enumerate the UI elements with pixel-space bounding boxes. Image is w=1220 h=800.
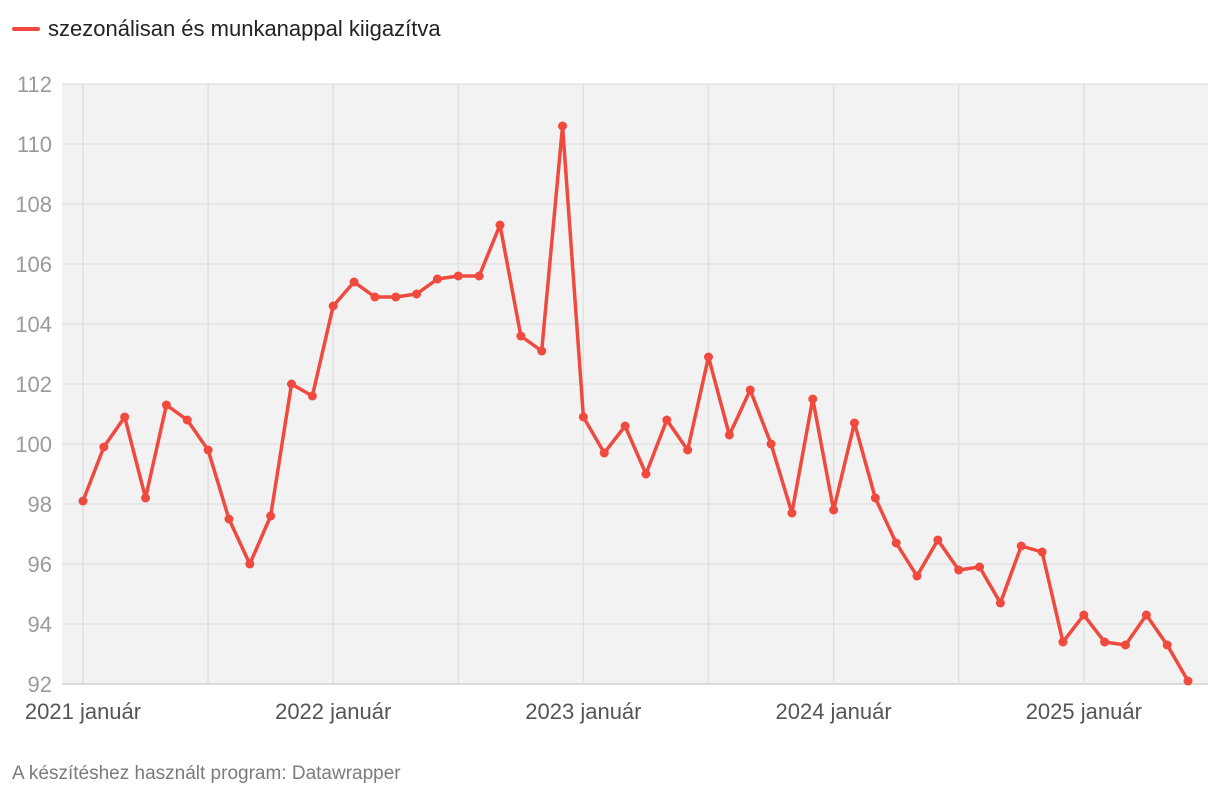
data-point bbox=[453, 271, 463, 281]
y-tick-label: 92 bbox=[28, 672, 52, 697]
data-point bbox=[161, 400, 171, 410]
y-tick-label: 100 bbox=[15, 432, 52, 457]
data-point bbox=[975, 562, 985, 572]
legend-swatch bbox=[12, 27, 40, 31]
data-point bbox=[328, 301, 338, 311]
y-tick-label: 112 bbox=[17, 72, 52, 97]
data-point bbox=[1016, 541, 1026, 551]
data-point bbox=[432, 274, 442, 284]
data-point bbox=[641, 469, 651, 479]
data-point bbox=[724, 430, 734, 440]
data-point bbox=[349, 277, 359, 287]
data-point bbox=[849, 418, 859, 428]
y-axis: 92 94 96 98 100 102 104 106 108 110 112 bbox=[15, 72, 52, 697]
data-point bbox=[370, 292, 380, 302]
data-point bbox=[954, 565, 964, 575]
data-point bbox=[495, 220, 505, 230]
data-point bbox=[912, 571, 922, 581]
data-point bbox=[1162, 640, 1172, 650]
data-point bbox=[870, 493, 880, 503]
data-point bbox=[808, 394, 818, 404]
data-point bbox=[245, 559, 255, 569]
x-axis: 2021 január 2022 január 2023 január 2024 ja… bbox=[25, 699, 1142, 724]
data-point bbox=[78, 496, 88, 506]
legend-label: szezonálisan és munkanappal kiigazítva bbox=[48, 16, 441, 41]
y-tick-label: 106 bbox=[15, 252, 52, 277]
data-point bbox=[620, 421, 630, 431]
y-tick-label: 104 bbox=[15, 312, 52, 337]
data-point bbox=[537, 346, 547, 356]
y-tick-label: 94 bbox=[28, 612, 52, 637]
data-point bbox=[683, 445, 693, 455]
series-line bbox=[81, 124, 1190, 683]
data-point bbox=[1100, 637, 1110, 647]
data-point bbox=[578, 412, 588, 422]
data-point bbox=[558, 121, 568, 131]
data-point bbox=[766, 439, 776, 449]
data-point bbox=[203, 445, 213, 455]
x-tick-label: 2023 január bbox=[525, 699, 641, 724]
data-point bbox=[474, 271, 484, 281]
data-point bbox=[891, 538, 901, 548]
data-point bbox=[224, 514, 234, 524]
data-point bbox=[412, 289, 422, 299]
data-point bbox=[391, 292, 401, 302]
data-point bbox=[266, 511, 276, 521]
y-tick-label: 102 bbox=[15, 372, 52, 397]
x-tick-label: 2024 január bbox=[775, 699, 891, 724]
data-point bbox=[1141, 610, 1151, 620]
data-point bbox=[933, 535, 943, 545]
data-point bbox=[704, 352, 713, 362]
x-tick-label: 2021 január bbox=[25, 699, 141, 724]
y-tick-label: 108 bbox=[15, 192, 52, 217]
data-point bbox=[141, 493, 151, 503]
data-point bbox=[787, 508, 797, 518]
grid bbox=[62, 83, 1208, 685]
data-point bbox=[745, 385, 755, 395]
data-point bbox=[1121, 640, 1130, 650]
x-tick-label: 2025 január bbox=[1026, 699, 1142, 724]
data-point bbox=[516, 331, 526, 341]
data-point bbox=[1058, 637, 1068, 647]
data-point bbox=[599, 448, 609, 458]
x-tick-label: 2022 január bbox=[275, 699, 391, 724]
data-point bbox=[1037, 547, 1047, 557]
y-tick-label: 98 bbox=[28, 492, 52, 517]
data-point bbox=[99, 442, 109, 452]
data-points bbox=[78, 121, 1193, 686]
data-point bbox=[1079, 610, 1089, 620]
data-point bbox=[995, 598, 1005, 608]
data-point bbox=[829, 505, 839, 515]
data-point bbox=[120, 412, 130, 422]
data-point bbox=[182, 415, 192, 425]
y-tick-label: 110 bbox=[17, 132, 52, 157]
footer-credit: A készítéshez használt program: Datawrap… bbox=[12, 763, 401, 784]
data-point bbox=[662, 415, 672, 425]
y-tick-label: 96 bbox=[28, 552, 52, 577]
data-point bbox=[287, 379, 296, 389]
data-point bbox=[307, 391, 317, 401]
data-point bbox=[1183, 676, 1193, 686]
legend: szezonálisan és munkanappal kiigazítva bbox=[12, 16, 441, 42]
